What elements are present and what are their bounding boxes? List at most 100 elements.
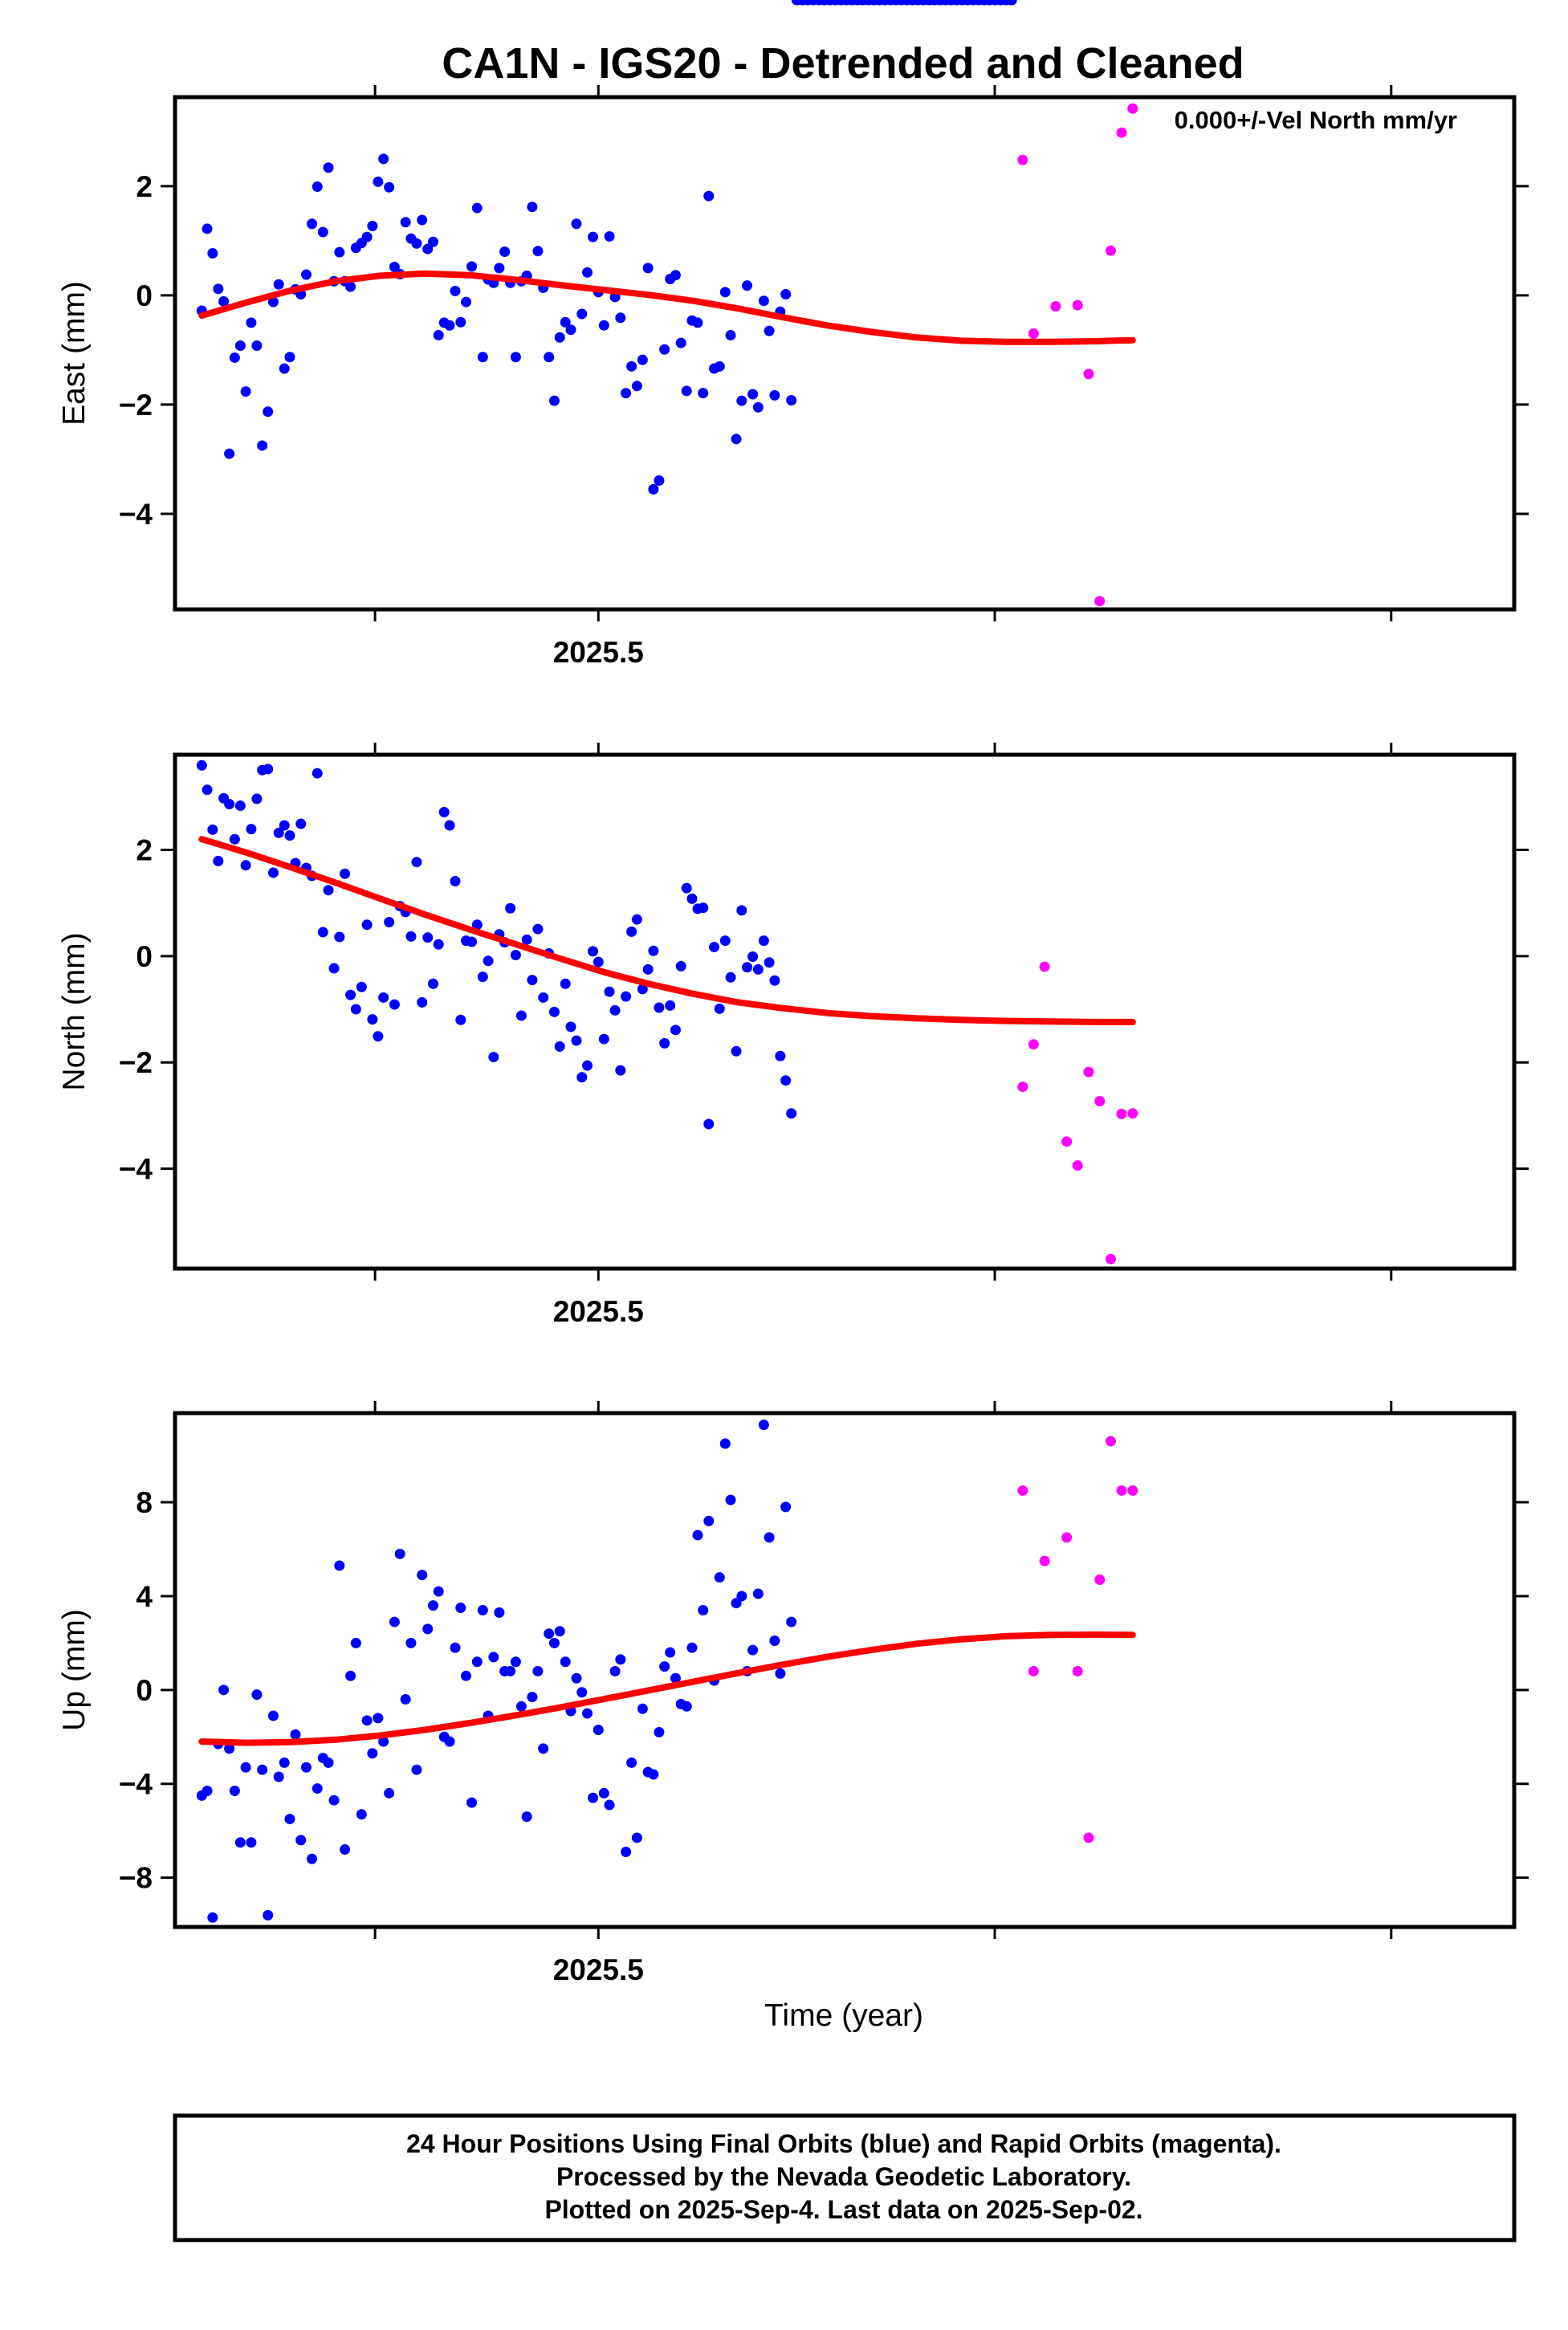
up-final-point (731, 1598, 742, 1609)
up-final-point (604, 1799, 615, 1811)
east-final-point (769, 389, 780, 401)
up-final-point (593, 1725, 604, 1736)
up-final-point (532, 1665, 544, 1676)
east-final-point (323, 162, 334, 173)
east-final-point (240, 386, 251, 397)
north-final-point (686, 893, 698, 904)
north-final-point (521, 934, 532, 945)
north-final-point (665, 1000, 676, 1011)
up-final-point (356, 1809, 367, 1820)
east-frame (173, 95, 1517, 612)
north-final-point (240, 860, 251, 871)
footer-line-2: Processed by the Nevada Geodetic Laborat… (556, 2162, 1131, 2191)
north-rapid-point (1105, 1253, 1116, 1265)
up-final-point (373, 1713, 384, 1724)
up-final-point (758, 1420, 769, 1431)
north-final-point (648, 945, 659, 956)
east-final-point (499, 246, 511, 257)
east-final-point (654, 475, 665, 486)
east-final-point (455, 316, 466, 328)
up-final-point (422, 1623, 434, 1635)
up-final-point (692, 1530, 703, 1541)
north-final-point (251, 793, 263, 805)
east-rapid-point (1072, 299, 1083, 311)
north-final-point (560, 978, 571, 989)
north-final-point (433, 939, 444, 950)
up-final-point (544, 1628, 555, 1640)
east-final-point (637, 354, 648, 365)
north-final-point (626, 926, 637, 937)
up-final-point (598, 1787, 609, 1798)
north-rapid-point (1072, 1160, 1083, 1171)
north-final-point (752, 963, 764, 975)
north-final-point (538, 992, 549, 1003)
east-final-point (312, 181, 323, 193)
up-ytick-label: −8 (119, 1862, 153, 1895)
east-final-point (267, 296, 279, 308)
east-final-point (427, 236, 438, 247)
up-y-axis-label: Up (mm) (57, 1609, 92, 1731)
east-final-point (731, 434, 742, 445)
up-final-point (444, 1736, 455, 1747)
north-final-point (747, 951, 759, 962)
up-final-point (334, 1560, 345, 1571)
up-rapid-point (1105, 1436, 1116, 1447)
east-final-point (527, 202, 538, 213)
up-final-point (560, 1656, 571, 1668)
north-final-point (731, 1045, 742, 1057)
up-rapid-point (1017, 1485, 1028, 1496)
up-frame (173, 1411, 1517, 1929)
north-final-point (312, 768, 323, 779)
footer-box (173, 2113, 1517, 2242)
north-fit-curve (198, 836, 1136, 1025)
north-final-point (384, 916, 395, 927)
north-final-point (373, 1031, 384, 1042)
north-final-point (764, 957, 775, 968)
east-final-point (554, 332, 565, 343)
east-final-point (273, 279, 284, 290)
north-final-point (703, 1118, 715, 1130)
north-panel: 2 0 −2 −4 2025.5 North (mm) (57, 0, 1529, 1328)
east-final-point (560, 316, 571, 328)
up-final-point (725, 1494, 736, 1505)
up-final-point (394, 1548, 405, 1559)
up-final-point (273, 1771, 284, 1782)
east-final-point (494, 263, 505, 274)
up-rapid-point (1061, 1532, 1073, 1543)
up-final-point (786, 1616, 797, 1627)
up-final-point (307, 1853, 318, 1864)
east-final-point (758, 295, 769, 307)
east-final-point (400, 217, 411, 228)
north-final-point (350, 1004, 361, 1015)
north-final-point (725, 972, 736, 983)
north-final-point (786, 1108, 797, 1119)
up-final-point (521, 1811, 532, 1823)
east-final-point (681, 385, 692, 397)
north-final-point (317, 927, 328, 938)
north-final-point (609, 1004, 621, 1016)
up-final-point (466, 1797, 478, 1808)
east-final-point (719, 287, 731, 298)
up-final-point (202, 1786, 213, 1797)
east-rapid-point (1105, 245, 1116, 256)
up-final-point (505, 1665, 516, 1676)
north-final-point (675, 960, 686, 972)
north-final-point (576, 1072, 588, 1083)
up-final-point (764, 1532, 775, 1543)
east-final-point (582, 267, 593, 278)
east-final-point (714, 360, 725, 372)
up-final-point (328, 1794, 340, 1806)
east-final-point (284, 352, 295, 363)
north-final-point (455, 1014, 466, 1025)
up-final-point (621, 1846, 632, 1857)
north-final-point (736, 905, 747, 916)
north-final-point (670, 1024, 681, 1036)
north-final-point (367, 1014, 378, 1025)
east-final-point (334, 246, 345, 258)
up-final-point (295, 1835, 307, 1846)
up-final-point (654, 1726, 665, 1737)
up-ytick-label: −4 (119, 1768, 153, 1801)
up-final-point (527, 1692, 538, 1703)
north-final-point (598, 1033, 609, 1045)
up-final-point (631, 1832, 642, 1843)
